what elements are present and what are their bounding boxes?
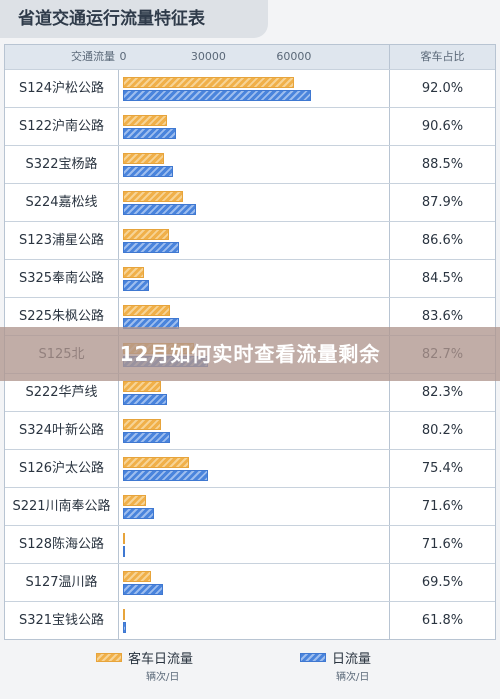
bar-car-flow <box>123 609 125 620</box>
legend-day-unit: 辆次/日 <box>336 672 370 683</box>
table-row: S127温川路 69.5% <box>5 563 495 601</box>
legend-car-swatch <box>96 653 122 662</box>
x-tick-label: 30000 <box>190 50 226 63</box>
bar-day-flow <box>123 546 125 557</box>
share-value: 71.6% <box>389 526 495 563</box>
bar-day-flow <box>123 508 155 519</box>
bar-car-flow <box>123 229 169 240</box>
road-name: S222华芦线 <box>5 374 119 411</box>
share-value: 71.6% <box>389 488 495 525</box>
header-share: 客车占比 <box>389 45 495 69</box>
bar-day-flow <box>123 90 311 101</box>
x-tick-label: 60000 <box>276 50 312 63</box>
bar-day-flow <box>123 432 170 443</box>
share-value: 84.5% <box>389 260 495 297</box>
table-row: S221川南奉公路 71.6% <box>5 487 495 525</box>
table-row: S122沪南公路 90.6% <box>5 107 495 145</box>
legend-day-label: 日流量 <box>332 652 372 667</box>
bar-car-flow <box>123 191 183 202</box>
table-row: S128陈海公路 71.6% <box>5 525 495 563</box>
bar-day-flow <box>123 394 168 405</box>
share-value: 61.8% <box>389 602 495 639</box>
table-row: S123浦星公路 86.6% <box>5 221 495 259</box>
road-name: S122沪南公路 <box>5 108 119 145</box>
bar-car-flow <box>123 571 152 582</box>
share-value: 82.3% <box>389 374 495 411</box>
road-name: S124沪松公路 <box>5 70 119 107</box>
bar-day-flow <box>123 470 209 481</box>
bar-day-flow <box>123 280 149 291</box>
table-row: S224嘉松线 87.9% <box>5 183 495 221</box>
bar-car-flow <box>123 419 162 430</box>
road-name: S221川南奉公路 <box>5 488 119 525</box>
share-value: 86.6% <box>389 222 495 259</box>
bar-day-flow <box>123 204 196 215</box>
bar-day-flow <box>123 584 163 595</box>
legend: 客车日流量 辆次/日 日流量 辆次/日 <box>0 644 500 694</box>
road-name: S225朱枫公路 <box>5 298 119 335</box>
road-name: S324叶新公路 <box>5 412 119 449</box>
bar-car-flow <box>123 381 162 392</box>
road-name: S128陈海公路 <box>5 526 119 563</box>
share-value: 90.6% <box>389 108 495 145</box>
legend-day-swatch <box>300 653 326 662</box>
road-name: S127温川路 <box>5 564 119 601</box>
share-value: 75.4% <box>389 450 495 487</box>
chart-title: 省道交通运行流量特征表 <box>0 0 268 38</box>
bar-car-flow <box>123 153 165 164</box>
bar-day-flow <box>123 242 179 253</box>
share-value: 83.6% <box>389 298 495 335</box>
x-axis: 0 30000 60000 <box>119 45 389 69</box>
table-row: S325奉南公路 84.5% <box>5 259 495 297</box>
overlay-banner: 12月如何实时查看流量剩余 <box>0 327 500 381</box>
legend-car-label: 客车日流量 <box>128 652 194 667</box>
table-row: S225朱枫公路 83.6% <box>5 297 495 335</box>
road-name: S224嘉松线 <box>5 184 119 221</box>
share-value: 88.5% <box>389 146 495 183</box>
bar-day-flow <box>123 622 126 633</box>
road-name: S325奉南公路 <box>5 260 119 297</box>
share-value: 80.2% <box>389 412 495 449</box>
share-value: 92.0% <box>389 70 495 107</box>
bar-car-flow <box>123 457 189 468</box>
road-name: S322宝杨路 <box>5 146 119 183</box>
table-row: S126沪太公路 75.4% <box>5 449 495 487</box>
bar-day-flow <box>123 166 173 177</box>
legend-car-unit: 辆次/日 <box>146 672 180 683</box>
header-flow: 交通流量 <box>5 45 119 69</box>
bar-car-flow <box>123 267 145 278</box>
road-name: S126沪太公路 <box>5 450 119 487</box>
x-tick-label: 0 <box>119 50 127 63</box>
bar-car-flow <box>123 533 125 544</box>
table-row: S321宝钱公路 61.8% <box>5 601 495 639</box>
share-value: 69.5% <box>389 564 495 601</box>
road-name: S321宝钱公路 <box>5 602 119 639</box>
share-value: 87.9% <box>389 184 495 221</box>
table-row: S324叶新公路 80.2% <box>5 411 495 449</box>
table-row: S322宝杨路 88.5% <box>5 145 495 183</box>
bar-car-flow <box>123 495 146 506</box>
table-row: S124沪松公路 92.0% <box>5 69 495 107</box>
bar-car-flow <box>123 115 168 126</box>
road-name: S123浦星公路 <box>5 222 119 259</box>
bar-day-flow <box>123 128 176 139</box>
bar-car-flow <box>123 305 170 316</box>
bar-car-flow <box>123 77 294 88</box>
